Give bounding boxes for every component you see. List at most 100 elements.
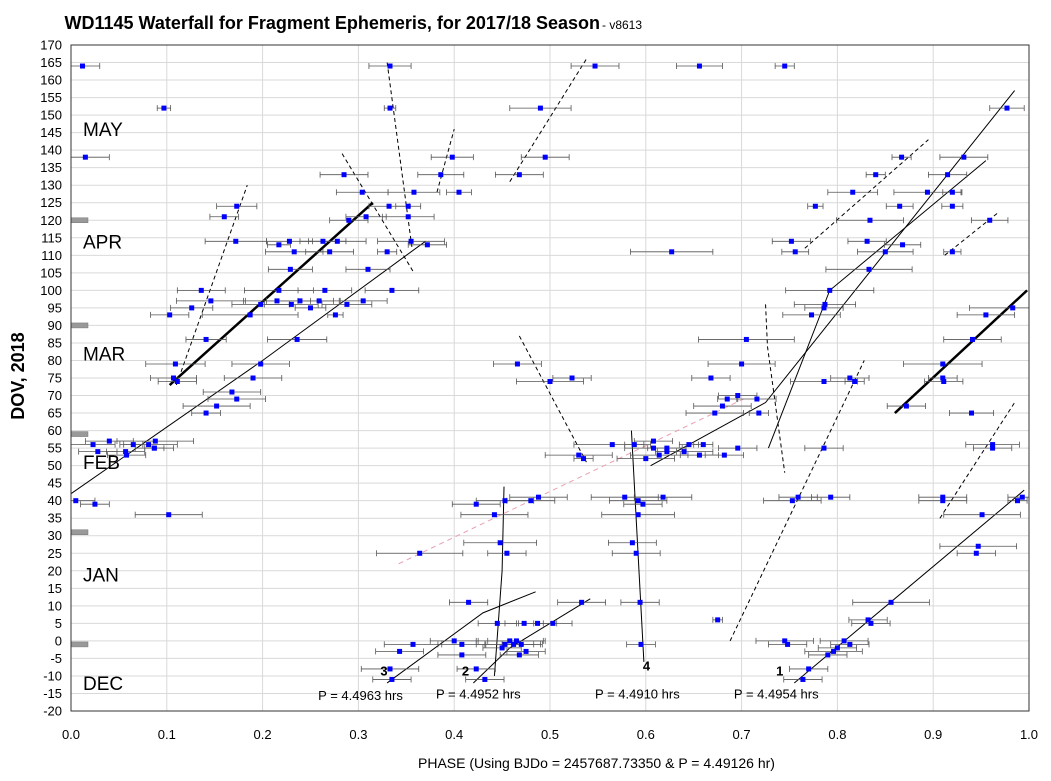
- data-point: [973, 550, 979, 556]
- data-point: [739, 361, 745, 367]
- data-point: [867, 217, 873, 223]
- trend-line: [630, 430, 645, 662]
- data-point: [1019, 494, 1025, 500]
- data-point: [821, 305, 827, 311]
- data-point: [940, 361, 946, 367]
- data-point: [812, 203, 818, 209]
- x-tick-label: 0.4: [445, 727, 463, 742]
- data-point: [473, 666, 479, 672]
- data-point: [782, 638, 788, 644]
- y-tick-label: 120: [40, 213, 62, 228]
- y-tick-label: 130: [40, 178, 62, 193]
- data-point: [466, 599, 472, 605]
- trend-line: [175, 185, 248, 386]
- data-point: [276, 287, 282, 293]
- data-point: [650, 438, 656, 444]
- trend-line: [341, 153, 415, 274]
- data-point: [637, 599, 643, 605]
- data-point: [569, 375, 575, 381]
- y-tick-label: 50: [48, 458, 62, 473]
- y-tick-label: 70: [48, 388, 62, 403]
- data-point: [828, 494, 834, 500]
- month-label: JAN: [83, 565, 119, 586]
- y-tick-label: -20: [43, 704, 62, 719]
- data-point: [735, 445, 741, 451]
- data-point: [640, 501, 646, 507]
- trend-line: [386, 591, 536, 684]
- data-point: [696, 452, 702, 458]
- y-tick-label: 10: [48, 598, 62, 613]
- chart-subtitle: - v8613: [602, 18, 642, 32]
- data-point: [635, 498, 641, 504]
- period-label: P = 4.4910 hrs: [595, 686, 680, 701]
- trend-line: [398, 398, 744, 565]
- data-point: [537, 105, 543, 111]
- y-tick-label: 115: [41, 230, 62, 245]
- data-point: [715, 617, 721, 623]
- x-tick-label: 0.3: [349, 727, 367, 742]
- data-point: [405, 203, 411, 209]
- data-point: [513, 638, 519, 644]
- data-point: [852, 379, 858, 385]
- data-point: [389, 287, 395, 293]
- data-point: [387, 666, 393, 672]
- data-point: [650, 445, 656, 451]
- data-point: [146, 442, 152, 448]
- month-labels: MAY APR MAR FEB JAN DEC: [83, 120, 125, 695]
- data-point: [514, 361, 520, 367]
- y-tick-label: 0: [55, 633, 62, 648]
- data-point: [511, 641, 517, 647]
- data-point: [294, 336, 300, 342]
- data-point: [518, 641, 524, 647]
- data-point: [334, 238, 340, 244]
- data-point: [821, 445, 827, 451]
- data-point: [969, 336, 975, 342]
- x-tick-labels: 0.0 0.1 0.2 0.3 0.4 0.5 0.6 0.7 0.8 0.9 1.0: [62, 727, 1038, 742]
- x-tick-label: 0.7: [733, 727, 751, 742]
- data-point: [983, 312, 989, 318]
- data-point: [841, 638, 847, 644]
- data-point: [405, 214, 411, 220]
- data-point: [90, 442, 96, 448]
- data-point: [866, 266, 872, 272]
- y-tick-label: -15: [43, 686, 62, 701]
- data-point: [975, 543, 981, 549]
- data-point: [825, 652, 831, 658]
- data-point: [940, 375, 946, 381]
- data-point: [208, 298, 214, 304]
- y-tick-labels: -20 -15 -10 -5 0 5 10 15 20 25 30 35 40 45 50 55 60 65 70 7…: [40, 38, 62, 719]
- data-point: [542, 154, 548, 160]
- data-point: [940, 494, 946, 500]
- data-point: [721, 452, 727, 458]
- y-tick-label: 30: [48, 528, 62, 543]
- data-point: [365, 266, 371, 272]
- data-point: [686, 442, 692, 448]
- data-point: [592, 63, 598, 69]
- data-point: [459, 652, 465, 658]
- y-tick-label: 55: [48, 441, 62, 456]
- data-point: [344, 301, 350, 307]
- x-tick-label: 0.8: [828, 727, 846, 742]
- fragment-number-label: 1: [776, 664, 783, 679]
- data-point: [95, 449, 101, 455]
- data-point: [865, 617, 871, 623]
- data-point: [387, 63, 393, 69]
- data-point: [363, 214, 369, 220]
- period-label: P = 4.4954 hrs: [734, 686, 819, 701]
- y-tick-label: 15: [48, 581, 62, 596]
- data-point: [1004, 105, 1010, 111]
- y-tick-label: 95: [48, 300, 62, 315]
- data-point: [940, 498, 946, 504]
- data-point: [276, 242, 282, 248]
- data-point: [258, 361, 264, 367]
- data-point: [410, 641, 416, 647]
- data-point: [287, 266, 293, 272]
- data-point: [941, 379, 947, 385]
- data-point: [203, 336, 209, 342]
- data-point: [346, 217, 352, 223]
- data-point: [73, 498, 79, 504]
- month-label: FEB: [83, 453, 120, 474]
- data-point: [499, 645, 505, 651]
- y-tick-label: 170: [40, 38, 62, 53]
- month-marker: [70, 431, 89, 437]
